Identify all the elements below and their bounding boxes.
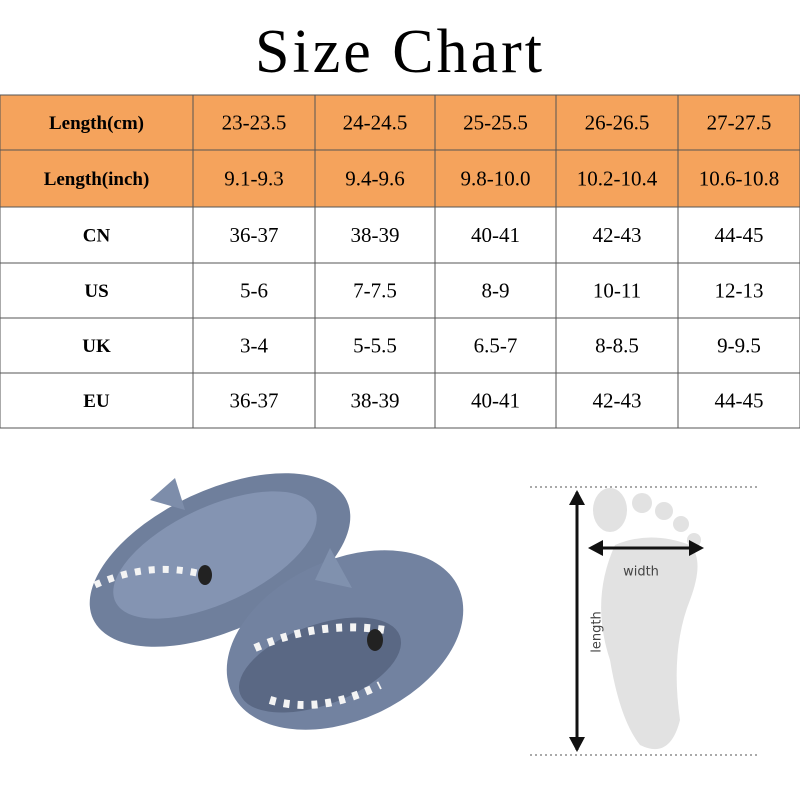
cell: 36-37 — [230, 388, 279, 412]
cell: 8-9 — [482, 278, 510, 302]
cell: 44-45 — [715, 223, 764, 247]
cell: 40-41 — [471, 223, 520, 247]
header-row-bg — [0, 95, 800, 150]
cell: 12-13 — [715, 278, 764, 302]
cell: 10-11 — [593, 278, 641, 302]
cell: 26-26.5 — [585, 110, 650, 134]
foot-diagram: width length — [530, 486, 760, 756]
row-label: US — [84, 281, 108, 302]
cell: 40-41 — [471, 388, 520, 412]
cell: 44-45 — [715, 388, 764, 412]
cell: 8-8.5 — [595, 333, 639, 357]
cell: 24-24.5 — [343, 110, 408, 134]
header-row-bg — [0, 150, 800, 207]
cell: 7-7.5 — [353, 278, 397, 302]
size-table: Length(cm) 23-23.5 24-24.5 25-25.5 26-26.5 27… — [0, 94, 800, 429]
cell: 5-6 — [240, 278, 268, 302]
length-label: length — [590, 611, 605, 652]
row-label: EU — [83, 391, 110, 412]
cell: 5-5.5 — [353, 333, 397, 357]
cell: 6.5-7 — [474, 333, 518, 357]
cell: 10.2-10.4 — [577, 166, 658, 190]
cell: 9.8-10.0 — [461, 166, 531, 190]
row-label: Length(inch) — [44, 169, 150, 190]
cell: 9-9.5 — [717, 333, 761, 357]
slippers-image — [89, 473, 464, 730]
cell: 10.6-10.8 — [699, 166, 780, 190]
cell: 38-39 — [351, 388, 400, 412]
cell: 36-37 — [230, 223, 279, 247]
cell: 9.4-9.6 — [345, 166, 405, 190]
row-label: UK — [82, 336, 111, 357]
cell: 38-39 — [351, 223, 400, 247]
cell: 27-27.5 — [707, 110, 772, 134]
cell: 3-4 — [240, 333, 268, 357]
row-label: Length(cm) — [49, 113, 144, 134]
cell: 9.1-9.3 — [224, 166, 284, 190]
title: Size Chart — [255, 18, 545, 86]
cell: 42-43 — [593, 388, 642, 412]
row-label: CN — [83, 225, 111, 246]
cell: 25-25.5 — [463, 110, 528, 134]
width-label: width — [623, 565, 659, 580]
cell: 42-43 — [593, 223, 642, 247]
cell: 23-23.5 — [222, 110, 287, 134]
